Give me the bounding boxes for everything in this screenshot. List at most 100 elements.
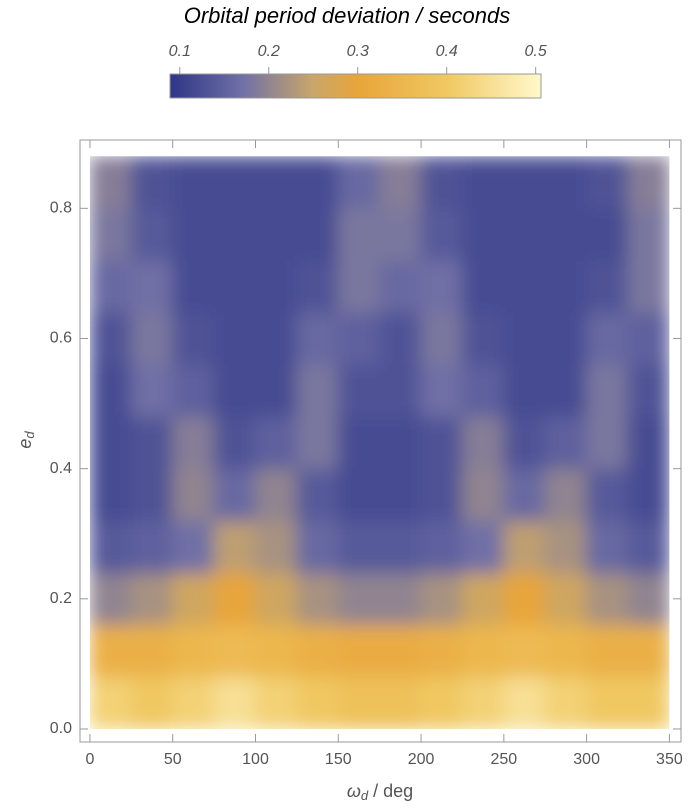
heatmap-cell [172,572,215,626]
heatmap-cell [337,572,381,626]
heatmap-cell [461,416,505,470]
heatmap-cell [172,676,215,729]
heatmap-cell [627,572,670,626]
heatmap-cell [627,520,670,574]
heatmap-cell [420,259,463,313]
heatmap-cell [586,416,629,470]
heatmap-cell [544,676,588,729]
heatmap-cell [503,572,546,626]
heatmap-cell [130,156,174,209]
heatmap-cell [213,207,256,261]
heatmap-cell [461,676,505,729]
x-tick-label: 0 [85,751,94,768]
x-tick-label: 100 [242,751,269,768]
heatmap-cell [503,364,546,418]
heatmap-cell [544,572,588,626]
heatmap-cell [420,624,463,678]
heatmap-cells [89,156,670,729]
heatmap-cell [461,311,505,366]
heatmap-cell [544,520,588,574]
heatmap-cell [461,572,505,626]
heatmap-cell [586,259,629,313]
heatmap-cell [213,416,256,470]
heatmap-cell [379,311,422,366]
heatmap-cell [254,259,298,313]
heatmap-cell [503,156,546,209]
heatmap-cell [89,416,132,470]
heatmap-cell [213,364,256,418]
heatmap-cell [544,416,588,470]
heatmap-cell [627,676,670,729]
heatmap-cell [89,156,132,209]
heatmap-cell [379,520,422,574]
heatmap-cell [172,364,215,418]
heatmap-cell [89,259,132,313]
heatmap-cell [254,468,298,522]
heatmap-cell [254,156,298,209]
heatmap-cell [544,259,588,313]
heatmap-cell [130,416,174,470]
heatmap-cell [627,311,670,366]
heatmap-cell [296,259,339,313]
heatmap-cell [461,468,505,522]
colorbar-tick-label: 0.4 [436,43,458,60]
heatmap-cell [337,520,381,574]
heatmap-cell [544,468,588,522]
heatmap-cell [172,416,215,470]
heatmap-cell [130,259,174,313]
heatmap-cell [337,364,381,418]
heatmap-cell [213,520,256,574]
heatmap-cell [420,572,463,626]
heatmap-cell [254,207,298,261]
heatmap-cell [130,207,174,261]
heatmap-cell [296,676,339,729]
x-tick-label: 350 [656,751,683,768]
x-axis-label: ωd / deg [347,781,413,804]
heatmap-cell [296,624,339,678]
colorbar [169,73,542,99]
heatmap-cell [296,520,339,574]
heatmap-cell [296,207,339,261]
y-tick-label: 0.8 [50,200,72,217]
x-label-symbol: ω [347,781,361,801]
heatmap-cell [89,624,132,678]
x-label-rest: / deg [373,781,413,801]
heatmap-cell [337,468,381,522]
heatmap-cell [586,624,629,678]
heatmap-cell [420,207,463,261]
heatmap-cell [420,676,463,729]
heatmap-cell [172,520,215,574]
heatmap-field [89,156,670,729]
heatmap-cell [213,311,256,366]
heatmap-cell [503,207,546,261]
heatmap-cell [379,416,422,470]
heatmap-cell [172,624,215,678]
heatmap-cell [420,468,463,522]
heatmap-cell [586,676,629,729]
heatmap-cell [172,259,215,313]
heatmap-cell [379,207,422,261]
x-label-subscript: d [361,788,369,803]
heatmap-cell [296,156,339,209]
x-tick-label: 200 [408,751,435,768]
heatmap-cell [89,311,132,366]
heatmap-cell [503,520,546,574]
colorbar-tick-label: 0.2 [258,43,280,60]
heatmap-cell [461,156,505,209]
heatmap-cell [627,416,670,470]
heatmap-cell [544,364,588,418]
heatmap-cell [296,364,339,418]
heatmap-cell [296,572,339,626]
y-tick-label: 0.4 [50,460,72,477]
heatmap-cell [420,520,463,574]
heatmap-cell [337,207,381,261]
heatmap-cell [627,156,670,209]
heatmap-cell [503,624,546,678]
heatmap-cell [130,468,174,522]
heatmap-cell [586,156,629,209]
heatmap-cell [420,364,463,418]
heatmap-cell [296,311,339,366]
heatmap-cell [254,676,298,729]
heatmap-cell [254,624,298,678]
heatmap-cell [586,311,629,366]
